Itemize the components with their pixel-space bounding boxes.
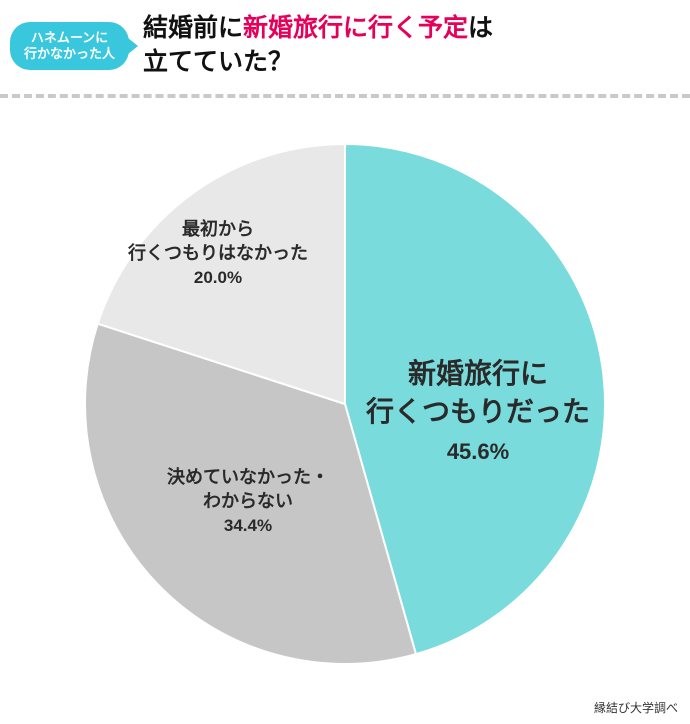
badge: ハネムーンに 行かなかった人	[10, 22, 129, 71]
source-credit: 縁結び大学調べ	[594, 699, 678, 716]
title-pre: 結婚前に	[143, 14, 243, 42]
slice-label: 決めていなかった・わからない34.4%	[167, 465, 329, 539]
divider	[0, 94, 690, 98]
header: ハネムーンに 行かなかった人 結婚前に新婚旅行に行く予定は 立てていた？	[0, 0, 690, 94]
badge-line2: 行かなかった人	[24, 46, 115, 62]
title-accent: 新婚旅行に行く予定	[243, 14, 468, 42]
slice-label: 新婚旅行に行くつもりだった45.6%	[366, 355, 590, 468]
pie-chart: 新婚旅行に行くつもりだった45.6% 決めていなかった・わからない34.4% 最初か…	[0, 104, 690, 704]
title-line2: 立てていた？	[143, 48, 293, 76]
title-post: は	[468, 14, 493, 42]
slice-label: 最初から行くつもりはなかった20.0%	[128, 217, 308, 291]
page-title: 結婚前に新婚旅行に行く予定は 立てていた？	[143, 12, 493, 80]
badge-line1: ハネムーンに	[24, 30, 115, 46]
